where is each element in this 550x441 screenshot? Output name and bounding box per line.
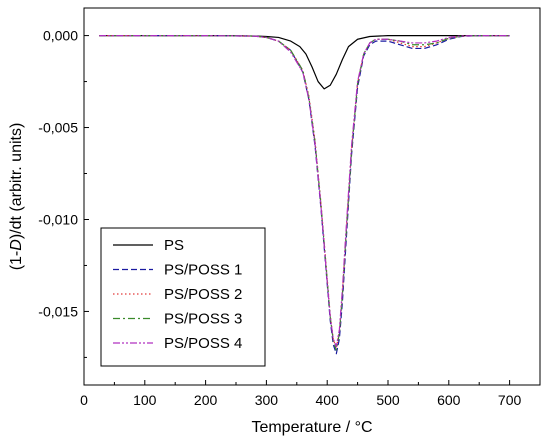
y-tick-label: -0,010: [38, 211, 78, 227]
x-tick-label: 200: [194, 392, 218, 408]
y-tick-label: -0,015: [38, 303, 78, 319]
axis-ticks: 0 100 200 300 400 500 600 700 0,000 -0,005 -0,010 -…: [38, 28, 521, 408]
legend-label-3: PS/POSS 2: [164, 286, 242, 303]
x-tick-label: 100: [133, 392, 157, 408]
x-tick-label: 600: [437, 392, 461, 408]
legend-label-2: PS/POSS 1: [164, 262, 242, 279]
legend-label-5: PS/POSS 4: [164, 335, 242, 352]
legend-box: [100, 227, 266, 367]
x-tick-label: 500: [376, 392, 400, 408]
series-lines: [99, 34, 510, 355]
legend: PS PS/POSS 1 PS/POSS 2 PS/POSS 3 PS/POSS 4: [100, 227, 266, 367]
x-tick-label: 700: [498, 392, 522, 408]
series-line-5: [99, 34, 510, 347]
x-tick-label: 400: [316, 392, 340, 408]
y-tick-label: -0,005: [38, 120, 78, 136]
y-tick-label: 0,000: [43, 28, 78, 44]
x-axis-title: Temperature / °C: [251, 419, 372, 436]
legend-label-1: PS: [164, 237, 184, 254]
plot-area: [83, 7, 541, 386]
legend-label-4: PS/POSS 3: [164, 311, 242, 328]
x-tick-label: 300: [255, 392, 279, 408]
x-tick-label: 0: [80, 392, 88, 408]
y-axis-title: (1-D)/dt (arbitr. units): [8, 123, 25, 271]
